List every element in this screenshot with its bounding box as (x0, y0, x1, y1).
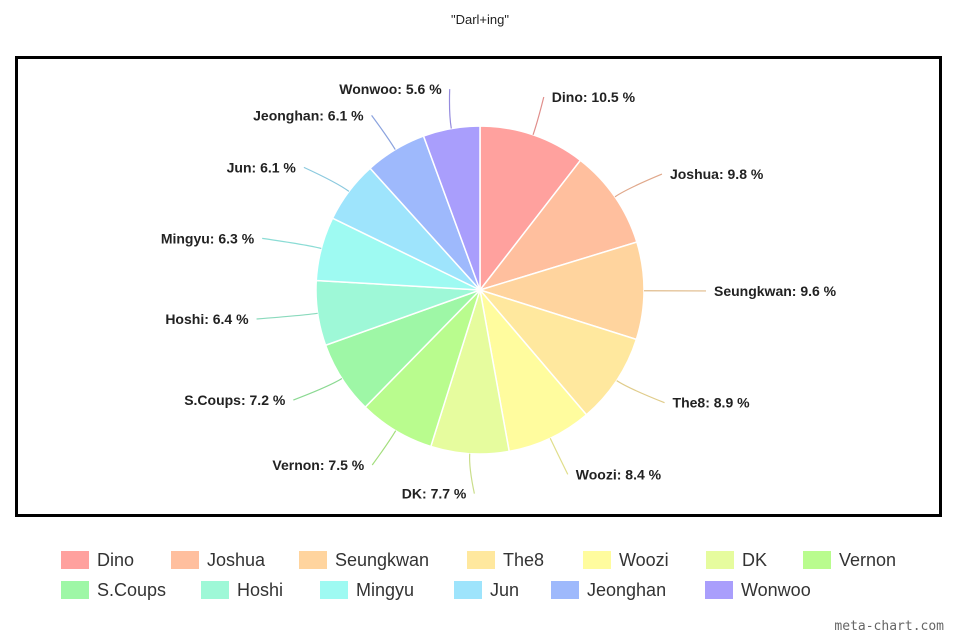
legend-label: Joshua (207, 549, 266, 570)
pie-slice-wonwoo (422, 125, 481, 291)
legend-item[interactable]: Woozi (583, 545, 669, 575)
slice-label: Seungkwan: 9.6 % (714, 283, 837, 299)
pie-slice-woozi (478, 287, 588, 453)
legend-label: Woozi (619, 549, 669, 570)
legend-item[interactable]: DK (706, 545, 767, 575)
legend-label: Seungkwan (335, 549, 430, 570)
watermark: meta-chart.com (834, 619, 944, 634)
label-connector (614, 173, 663, 198)
legend-item[interactable]: Vernon (803, 545, 896, 575)
legend-swatch (583, 551, 611, 569)
plot-area (15, 56, 942, 517)
slice-label: The8: 8.9 % (673, 395, 751, 411)
legend-swatch (467, 551, 495, 569)
legend-item[interactable]: Joshua (171, 545, 265, 575)
slice-label: S.Coups: 7.2 % (184, 392, 286, 408)
pie-chart: Dino: 10.5 % Joshua: 9.8 % Seungkwan: 9.6 … (161, 81, 837, 502)
legend-item[interactable]: Dino (61, 545, 134, 575)
slice-label: Woozi: 8.4 % (576, 466, 662, 482)
legend-label: Vernon (839, 549, 897, 570)
legend-item[interactable]: Mingyu (320, 575, 414, 605)
legend-swatch (171, 551, 199, 569)
label-connector (371, 114, 396, 150)
slice-label: Mingyu: 6.3 % (161, 230, 255, 246)
legend-label: DK (742, 549, 768, 570)
label-connector (549, 437, 569, 475)
slice-label: Wonwoo: 5.6 % (339, 81, 442, 97)
label-connector (303, 166, 350, 192)
chart-title: "Darl+ing" (450, 12, 509, 27)
slice-label: Hoshi: 6.4 % (165, 311, 249, 327)
legend-item[interactable]: Hoshi (201, 575, 283, 605)
pie-slice-dino (479, 125, 582, 293)
legend-item[interactable]: Wonwoo (705, 575, 811, 605)
legend-swatch (61, 581, 89, 599)
label-connector (256, 312, 318, 320)
legend-row: Dino Joshua Seungkwan The8 Woozi DK Vernon (0, 545, 960, 575)
slice-label: Joshua: 9.8 % (670, 166, 764, 182)
legend-swatch (201, 581, 229, 599)
label-connector (532, 96, 545, 136)
slice-label: DK: 7.7 % (402, 486, 467, 502)
legend-label: Jun (490, 579, 520, 600)
label-connector (371, 430, 397, 466)
legend-label: S.Coups (97, 579, 167, 600)
legend-item[interactable]: S.Coups (61, 575, 166, 605)
legend-swatch (61, 551, 89, 569)
slice-label: Dino: 10.5 % (552, 89, 636, 105)
slice-label: Vernon: 7.5 % (272, 457, 364, 473)
label-connector (616, 380, 665, 404)
legend-item[interactable]: Seungkwan (299, 545, 429, 575)
legend-label: Jeonghan (587, 579, 667, 600)
legend-label: Hoshi (237, 579, 284, 600)
legend-swatch (706, 551, 734, 569)
legend-swatch (454, 581, 482, 599)
legend-swatch (705, 581, 733, 599)
legend-swatch (299, 551, 327, 569)
slice-label: Jeonghan: 6.1 % (253, 107, 364, 123)
legend-swatch (551, 581, 579, 599)
legend-label: Mingyu (356, 579, 415, 600)
legend-item[interactable]: Jeonghan (551, 575, 666, 605)
label-connector (293, 377, 343, 401)
legend-row: S.Coups Hoshi Mingyu Jun Jeonghan Wonwoo (0, 575, 960, 605)
label-connector (468, 453, 475, 494)
pie-slice-the8 (477, 288, 638, 416)
label-connector (448, 89, 452, 129)
legend-swatch (803, 551, 831, 569)
legend-swatch (320, 581, 348, 599)
legend-item[interactable]: Jun (454, 575, 519, 605)
legend-item[interactable]: The8 (467, 545, 544, 575)
slice-label: Jun: 6.1 % (227, 159, 297, 175)
legend-label: The8 (503, 549, 545, 570)
legend-label: Dino (97, 549, 135, 570)
legend-label: Wonwoo (741, 579, 811, 600)
label-connector (262, 237, 322, 250)
